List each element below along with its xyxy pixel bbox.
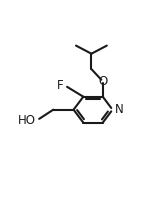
Text: F: F <box>56 79 63 92</box>
Text: HO: HO <box>17 114 35 127</box>
Text: N: N <box>115 103 124 116</box>
Text: O: O <box>98 75 107 88</box>
